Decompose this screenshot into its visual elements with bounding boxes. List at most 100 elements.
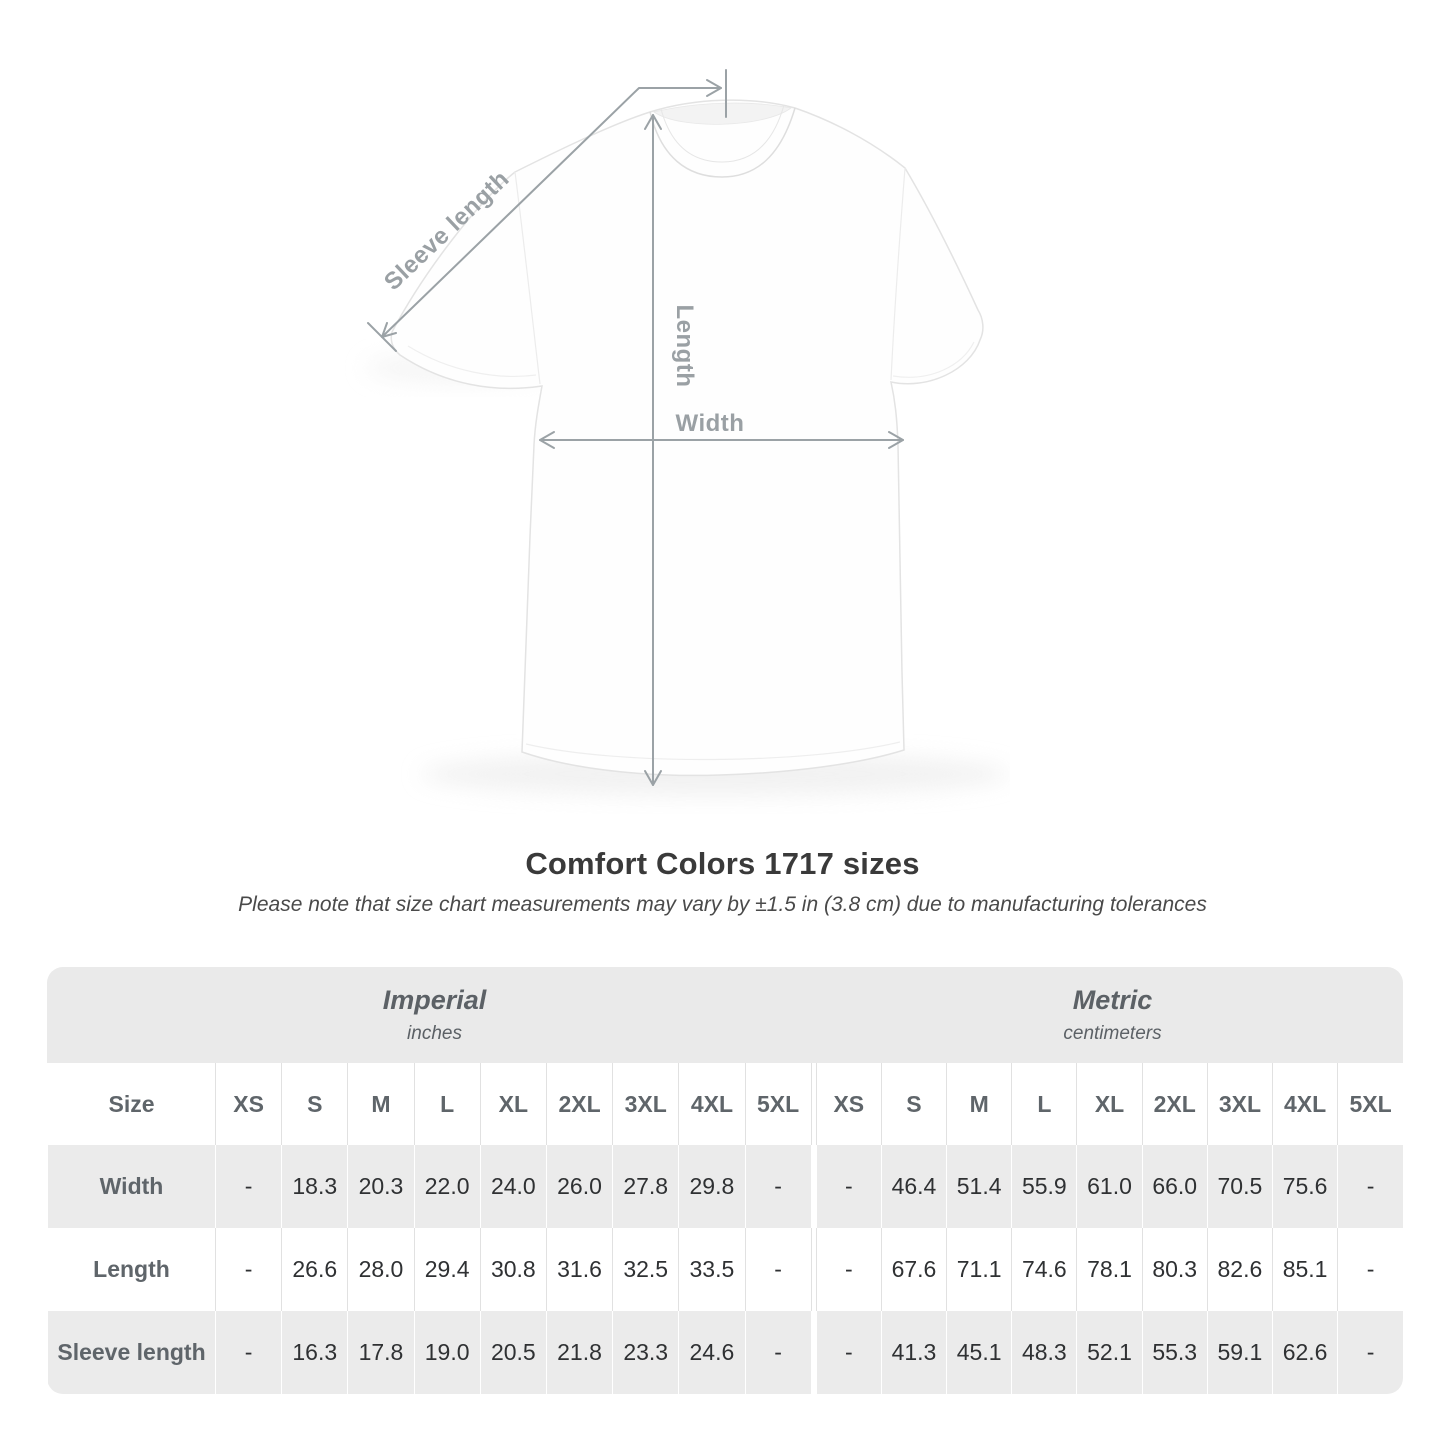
measure-row: Sleeve length -16.3 17.8 19.0 20.5 21.8 23.3 24… bbox=[47, 1311, 1403, 1394]
value-cell-imperial: 26.6 bbox=[281, 1228, 348, 1311]
size-col-header-metric: S bbox=[880, 1063, 947, 1145]
page-title: Comfort Colors 1717 sizes bbox=[525, 846, 920, 881]
size-col-header-metric: L bbox=[1011, 1063, 1077, 1145]
value-cell-metric: 59.1 bbox=[1206, 1311, 1273, 1394]
value-cell-imperial: 22.0 bbox=[413, 1145, 481, 1228]
size-col-header-imperial: L bbox=[413, 1063, 481, 1145]
value-cell-metric: 55.3 bbox=[1141, 1311, 1208, 1394]
value-cell-metric: 70.5 bbox=[1206, 1145, 1273, 1228]
value-cell-metric: 46.4 bbox=[880, 1145, 947, 1228]
size-col-header-metric: XL bbox=[1076, 1063, 1143, 1145]
value-cell-metric: 75.6 bbox=[1271, 1145, 1338, 1228]
value-cell-imperial: 24.0 bbox=[479, 1145, 547, 1228]
value-cell-imperial: 19.0 bbox=[413, 1311, 481, 1394]
size-col-header-imperial: XS bbox=[214, 1063, 282, 1145]
value-cell-imperial: 20.3 bbox=[347, 1145, 415, 1228]
value-cell-metric: 51.4 bbox=[946, 1145, 1012, 1228]
size-col-header-imperial: 2XL bbox=[545, 1063, 613, 1145]
size-col-header-metric: XS bbox=[815, 1063, 882, 1145]
width-arrow-head-right bbox=[888, 431, 904, 449]
size-header-row: Size XS S M L XL 2XL 3XL 4XL 5XL XS S M L XL 2XL 3XL 4XL 5… bbox=[47, 1063, 1403, 1145]
size-table: Size XS S M L XL 2XL 3XL 4XL 5XL XS S M L XL 2XL 3XL 4XL 5… bbox=[47, 1063, 1403, 1394]
value-cell-metric: 78.1 bbox=[1076, 1228, 1143, 1311]
width-label: Width bbox=[676, 410, 745, 437]
size-col-header-metric: 5XL bbox=[1337, 1063, 1403, 1145]
size-col-header-imperial: 5XL bbox=[744, 1063, 812, 1145]
size-table-body: Size XS S M L XL 2XL 3XL 4XL 5XL XS S M L XL 2XL 3XL 4XL 5… bbox=[47, 1063, 1403, 1394]
imperial-title: Imperial bbox=[382, 985, 487, 1015]
value-cell-metric: 71.1 bbox=[946, 1228, 1012, 1311]
value-cell-metric: - bbox=[1337, 1228, 1403, 1311]
value-cell-metric: - bbox=[815, 1311, 882, 1394]
value-cell-imperial: - bbox=[744, 1145, 812, 1228]
value-cell-imperial: - bbox=[214, 1145, 282, 1228]
section-divider bbox=[810, 1228, 817, 1311]
right-sleeve-hem-line bbox=[892, 341, 975, 378]
value-cell-imperial: 18.3 bbox=[281, 1145, 348, 1228]
size-corner-label: Size bbox=[108, 1090, 155, 1117]
value-cell-imperial: - bbox=[214, 1311, 282, 1394]
length-arrow-head-top bbox=[644, 114, 662, 130]
sleeve-arrow-head-right bbox=[706, 79, 722, 97]
right-sleeve-seam bbox=[890, 167, 906, 381]
value-cell-imperial: 23.3 bbox=[612, 1311, 679, 1394]
value-cell-metric: 74.6 bbox=[1011, 1228, 1077, 1311]
size-col-header-imperial: M bbox=[347, 1063, 415, 1145]
value-cell-metric: 52.1 bbox=[1076, 1311, 1143, 1394]
imperial-section-header: Imperial inches bbox=[47, 967, 822, 1063]
section-divider bbox=[810, 1311, 817, 1394]
size-table-card: Imperial inches Metric centimeters Size X… bbox=[47, 967, 1403, 1394]
tshirt-measurement-diagram: Sleeve length Length Width bbox=[365, 69, 1010, 796]
value-cell-imperial: 30.8 bbox=[479, 1228, 547, 1311]
value-cell-imperial: 17.8 bbox=[347, 1311, 415, 1394]
value-cell-imperial: 32.5 bbox=[612, 1228, 679, 1311]
width-arrow-head-left bbox=[539, 431, 555, 449]
length-label: Length bbox=[671, 305, 698, 388]
size-col-header-metric: M bbox=[946, 1063, 1012, 1145]
value-cell-metric: 45.1 bbox=[946, 1311, 1012, 1394]
tshirt-body bbox=[390, 99, 984, 777]
metric-unit: centimeters bbox=[1063, 1023, 1162, 1044]
value-cell-imperial: 33.5 bbox=[678, 1228, 745, 1311]
value-cell-imperial: 29.4 bbox=[413, 1228, 481, 1311]
collar-front-outer bbox=[649, 107, 796, 178]
value-cell-metric: - bbox=[1337, 1145, 1403, 1228]
size-col-header-metric: 3XL bbox=[1206, 1063, 1273, 1145]
value-cell-metric: 80.3 bbox=[1141, 1228, 1208, 1311]
bottom-hem-line bbox=[525, 741, 901, 761]
value-cell-imperial: - bbox=[744, 1311, 812, 1394]
row-label: Sleeve length bbox=[57, 1339, 206, 1365]
value-cell-metric: - bbox=[815, 1145, 882, 1228]
size-col-header-metric: 2XL bbox=[1141, 1063, 1208, 1145]
value-cell-imperial: 29.8 bbox=[678, 1145, 745, 1228]
sleeve-tick-bottom bbox=[367, 322, 397, 352]
metric-section-header: Metric centimeters bbox=[822, 967, 1403, 1063]
value-cell-metric: 61.0 bbox=[1076, 1145, 1143, 1228]
value-cell-imperial: 26.0 bbox=[545, 1145, 613, 1228]
value-cell-imperial: 16.3 bbox=[281, 1311, 348, 1394]
value-cell-imperial: 31.6 bbox=[545, 1228, 613, 1311]
value-cell-imperial: 20.5 bbox=[479, 1311, 547, 1394]
value-cell-metric: - bbox=[1337, 1311, 1403, 1394]
value-cell-imperial: 28.0 bbox=[347, 1228, 415, 1311]
imperial-unit: inches bbox=[407, 1023, 462, 1044]
value-cell-metric: 67.6 bbox=[880, 1228, 947, 1311]
value-cell-metric: 82.6 bbox=[1206, 1228, 1273, 1311]
value-cell-metric: - bbox=[815, 1228, 882, 1311]
value-cell-metric: 48.3 bbox=[1011, 1311, 1077, 1394]
measure-row: Width -18.3 20.3 22.0 24.0 26.0 27.8 29.8- -46.4… bbox=[47, 1145, 1403, 1228]
value-cell-metric: 85.1 bbox=[1271, 1228, 1338, 1311]
value-cell-metric: 55.9 bbox=[1011, 1145, 1077, 1228]
value-cell-imperial: 27.8 bbox=[612, 1145, 679, 1228]
left-sleeve-seam bbox=[514, 171, 541, 385]
size-col-header-imperial: S bbox=[281, 1063, 348, 1145]
value-cell-metric: 66.0 bbox=[1141, 1145, 1208, 1228]
units-header-band: Imperial inches Metric centimeters bbox=[47, 967, 1403, 1063]
length-arrow-head-bottom bbox=[644, 770, 662, 786]
measure-row: Length -26.6 28.0 29.4 30.8 31.6 32.5 33.5- -67.… bbox=[47, 1228, 1403, 1311]
measure-arrows bbox=[367, 69, 904, 786]
value-cell-imperial: - bbox=[744, 1228, 812, 1311]
sleeve-arrow-line bbox=[381, 87, 722, 338]
row-label: Width bbox=[99, 1173, 164, 1199]
